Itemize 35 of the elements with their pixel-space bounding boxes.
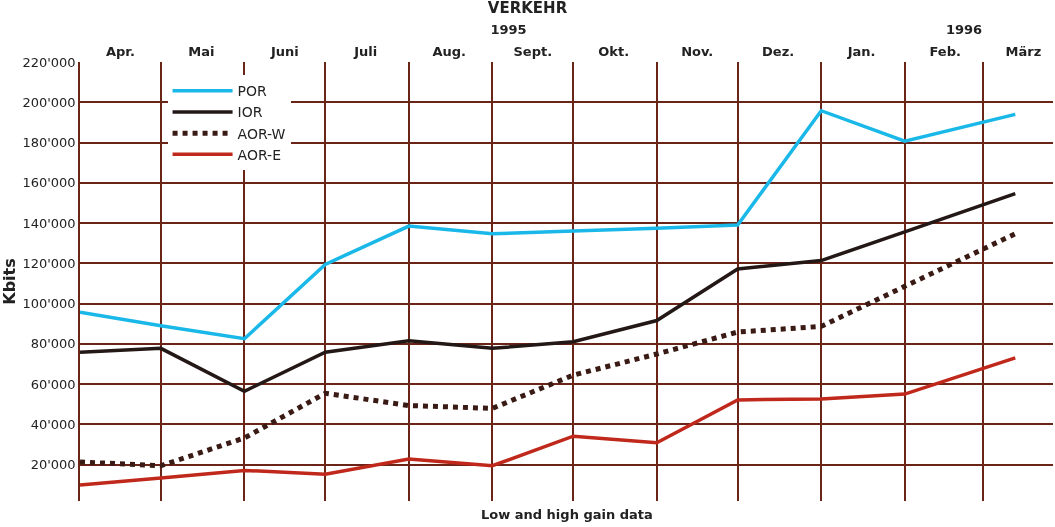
- x-tick-label: Juni: [269, 44, 299, 60]
- y-tick-label: 20'000: [30, 457, 76, 473]
- x-tick-label: Sept.: [513, 44, 553, 60]
- x-tick-label: Jan.: [846, 44, 876, 60]
- y-tick-label: 180'000: [22, 135, 76, 151]
- y-tick-label: 220'000: [22, 54, 76, 70]
- x-tick-label: Apr.: [105, 44, 135, 60]
- y-tick-label: 60'000: [30, 376, 76, 392]
- x-tick-label: Feb.: [929, 44, 961, 60]
- y-tick-label: 200'000: [22, 94, 76, 110]
- y-tick-label: 140'000: [22, 215, 76, 231]
- line-series: [80, 356, 1018, 487]
- x2-tick-label: 1996: [945, 22, 983, 38]
- line-series: [80, 108, 1018, 341]
- x2-tick-label: 1995: [490, 22, 527, 38]
- x-tick-label: März: [1005, 44, 1042, 60]
- legend-label: AOR-W: [237, 125, 286, 142]
- y-tick-label: 160'000: [22, 175, 76, 191]
- x-axis-title: Low and high gain data: [481, 507, 653, 522]
- chart-title: VERKEHR: [487, 0, 568, 18]
- legend-label: IOR: [237, 104, 263, 121]
- x-tick-label: Okt.: [598, 44, 630, 60]
- x-tick-label: Nov.: [681, 44, 714, 60]
- y-tick-label: 100'000: [22, 296, 76, 312]
- y-tick-label: 40'000: [30, 417, 76, 433]
- line-series: [80, 191, 1018, 393]
- legend-label: AOR-E: [237, 146, 281, 163]
- x-tick-label: Mai: [188, 44, 215, 60]
- y-axis-title: Kbits: [0, 258, 19, 305]
- legend-label: POR: [237, 83, 268, 100]
- x-tick-label: Dez.: [762, 44, 795, 60]
- y-tick-label: 80'000: [30, 336, 76, 352]
- x-tick-label: Aug.: [432, 44, 467, 60]
- y-tick-label: 120'000: [22, 255, 76, 271]
- x-tick-label: Juli: [353, 44, 378, 60]
